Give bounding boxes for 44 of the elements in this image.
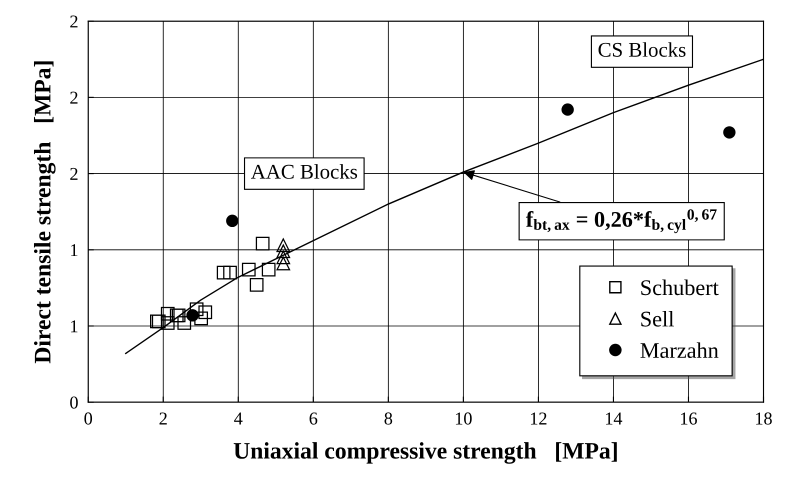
point bbox=[276, 238, 290, 252]
x-tick-label: 0 bbox=[84, 412, 92, 425]
legend-label: Schubert bbox=[641, 280, 719, 296]
point bbox=[216, 266, 231, 280]
x-tick-label: 18 bbox=[756, 412, 772, 425]
annotation: AAC Blocks bbox=[250, 164, 358, 179]
legend-label: Marzahn bbox=[640, 342, 718, 358]
point bbox=[186, 309, 199, 322]
x-axis-title: Uniaxial compressive strength [MPa] bbox=[234, 442, 617, 464]
point bbox=[256, 236, 270, 251]
point bbox=[242, 262, 256, 276]
point bbox=[223, 266, 237, 280]
point bbox=[160, 316, 175, 330]
y-tick-label: 0 bbox=[70, 396, 78, 409]
point bbox=[276, 256, 290, 270]
point bbox=[198, 305, 212, 320]
point bbox=[561, 103, 574, 116]
y-axis-title: Direct tensile strength [MPa] bbox=[34, 61, 56, 364]
point bbox=[160, 306, 175, 321]
y-tick-label: 2 bbox=[70, 15, 78, 28]
y-tick-label: 2 bbox=[70, 168, 78, 180]
point bbox=[723, 126, 736, 139]
x-tick-label: 14 bbox=[606, 412, 622, 424]
point bbox=[276, 244, 290, 258]
annotation: f$_{bt,ax}$ = 0,26*f$_{b,cyl}$$^{0,67}$ bbox=[526, 209, 717, 234]
point bbox=[276, 250, 290, 264]
y-tick-label: 1 bbox=[71, 320, 78, 332]
x-tick-label: 6 bbox=[310, 412, 318, 425]
x-tick-label: 10 bbox=[456, 412, 472, 425]
x-tick-label: 8 bbox=[384, 412, 392, 425]
annotation: CS Blocks bbox=[598, 42, 686, 57]
point bbox=[262, 262, 276, 276]
point bbox=[190, 302, 204, 316]
point bbox=[226, 214, 238, 228]
point bbox=[250, 278, 264, 292]
x-tick-label: 4 bbox=[234, 412, 243, 424]
x-tick-label: 12 bbox=[530, 412, 546, 424]
x-tick-label: 16 bbox=[681, 412, 697, 425]
legend-label: Sell bbox=[641, 310, 674, 327]
point bbox=[194, 311, 208, 326]
y-tick-label: 2 bbox=[70, 92, 78, 104]
y-tick-label: 1 bbox=[71, 244, 78, 256]
x-tick-label: 2 bbox=[160, 412, 167, 424]
point bbox=[177, 316, 192, 330]
